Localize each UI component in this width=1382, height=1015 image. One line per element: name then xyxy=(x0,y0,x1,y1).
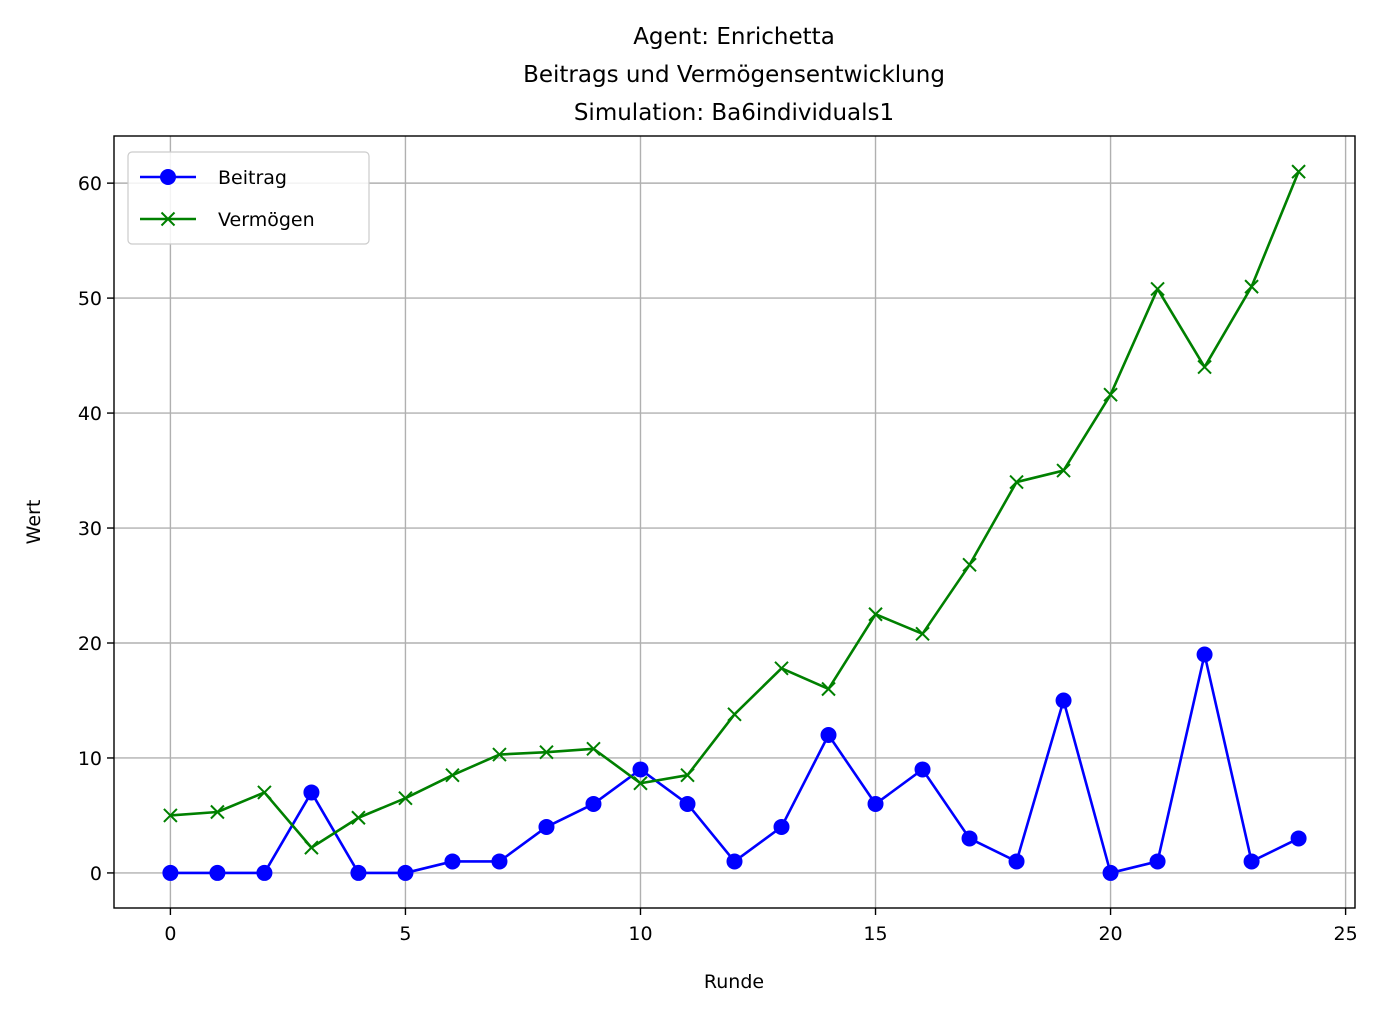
data-point-beitrag xyxy=(1149,853,1166,870)
data-point-beitrag xyxy=(1008,853,1025,870)
legend-box xyxy=(127,151,370,245)
data-point-beitrag xyxy=(209,864,226,881)
data-point-beitrag xyxy=(162,864,179,881)
data-point-vermoegen xyxy=(586,741,601,756)
legend-label-vermoegen: Vermögen xyxy=(218,209,315,231)
data-point-vermoegen xyxy=(398,790,413,806)
data-point-beitrag xyxy=(820,726,837,743)
data-point-vermoegen xyxy=(1150,281,1165,297)
data-point-vermoegen xyxy=(633,776,648,791)
data-point-beitrag xyxy=(1243,853,1260,870)
data-point-vermoegen xyxy=(539,745,554,760)
data-point-vermoegen xyxy=(1009,474,1024,490)
chart-title-line-2: Beitrags und Vermögensentwicklung xyxy=(523,62,945,88)
x-tick-label: 5 xyxy=(399,923,411,945)
series-line-beitrag xyxy=(170,653,1300,875)
chart-title-line-3: Simulation: Ba6individuals1 xyxy=(574,100,894,126)
data-point-beitrag xyxy=(679,795,696,812)
data-point-vermoegen xyxy=(962,557,977,573)
x-tick-label: 20 xyxy=(1098,923,1122,945)
y-tick-label: 0 xyxy=(90,863,102,885)
data-point-vermoegen xyxy=(1244,279,1259,294)
chart-title-line-1: Agent: Enrichetta xyxy=(633,24,835,50)
data-point-vermoegen xyxy=(915,626,930,642)
legend-marker-vermoegen xyxy=(160,211,176,227)
data-point-beitrag xyxy=(726,853,743,870)
data-point-beitrag xyxy=(1102,864,1119,881)
data-point-beitrag xyxy=(397,864,414,881)
y-axis-label: Wert xyxy=(23,500,45,545)
data-point-vermoegen xyxy=(163,808,178,823)
data-point-vermoegen xyxy=(351,810,366,825)
data-point-beitrag xyxy=(961,830,978,847)
data-point-vermoegen xyxy=(1103,387,1118,402)
data-point-vermoegen xyxy=(445,768,460,783)
legend: Beitrag Vermögen xyxy=(127,151,370,245)
legend-label-beitrag: Beitrag xyxy=(218,167,287,189)
y-tick-label: 20 xyxy=(78,633,102,655)
data-point-beitrag xyxy=(773,818,790,835)
data-point-beitrag xyxy=(632,761,649,778)
data-point-vermoegen xyxy=(1197,359,1212,375)
data-point-vermoegen xyxy=(1056,463,1071,478)
data-point-vermoegen xyxy=(680,768,695,783)
data-point-beitrag xyxy=(538,818,555,835)
x-tick-label: 0 xyxy=(164,923,176,945)
data-point-beitrag xyxy=(914,761,931,778)
y-tick-label: 10 xyxy=(78,748,102,770)
series-beitrag xyxy=(162,646,1307,881)
x-axis-label: Runde xyxy=(704,971,764,993)
data-point-vermoegen xyxy=(774,661,789,676)
data-point-beitrag xyxy=(444,853,461,870)
legend-marker-beitrag xyxy=(160,169,176,185)
data-point-vermoegen xyxy=(257,785,272,800)
data-point-vermoegen xyxy=(492,747,507,762)
data-point-beitrag xyxy=(491,853,508,870)
chart-title: Agent: Enrichetta Beitrags und Vermögens… xyxy=(523,24,945,126)
x-tick-label: 10 xyxy=(628,923,652,945)
data-point-vermoegen xyxy=(210,804,225,820)
plot-area-frame xyxy=(113,135,1356,909)
data-point-beitrag xyxy=(256,864,273,881)
data-point-beitrag xyxy=(1055,692,1072,709)
x-tick-label: 15 xyxy=(863,923,887,945)
legend-item-vermoegen: Vermögen xyxy=(140,209,315,231)
data-point-beitrag xyxy=(350,864,367,881)
series-vermoegen xyxy=(163,164,1306,855)
data-point-vermoegen xyxy=(304,840,319,855)
legend-item-beitrag: Beitrag xyxy=(140,167,287,189)
x-axis-ticks: 0 5 10 15 20 25 xyxy=(164,908,1358,945)
series-layer xyxy=(162,164,1307,881)
x-tick-label: 25 xyxy=(1334,923,1358,945)
series-line-vermoegen xyxy=(170,171,1300,849)
data-point-vermoegen xyxy=(727,707,742,722)
data-point-vermoegen xyxy=(868,607,883,622)
y-tick-label: 40 xyxy=(78,403,102,425)
y-axis-ticks: 0 10 20 30 40 50 60 xyxy=(78,173,114,885)
y-tick-label: 50 xyxy=(78,288,102,310)
data-point-beitrag xyxy=(867,795,884,812)
data-point-vermoegen xyxy=(1291,164,1306,179)
data-point-beitrag xyxy=(585,795,602,812)
y-tick-label: 60 xyxy=(78,173,102,195)
grid-lines xyxy=(114,136,1355,908)
data-point-beitrag xyxy=(1290,830,1307,847)
data-point-vermoegen xyxy=(821,681,836,697)
y-tick-label: 30 xyxy=(78,518,102,540)
data-point-beitrag xyxy=(1196,646,1213,663)
data-point-beitrag xyxy=(303,784,320,801)
